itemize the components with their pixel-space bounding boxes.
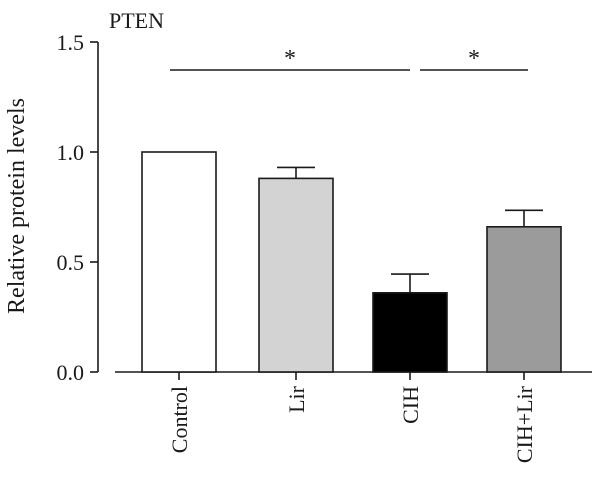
x-tick-label: CIH — [398, 386, 423, 424]
axes-group: 0.0 0.5 1.0 1.5 Control Lir CIH CIH+Lir — [57, 30, 592, 463]
significance-star: * — [284, 46, 296, 72]
significance-group: * * — [170, 46, 528, 72]
bar-control — [141, 151, 217, 373]
bar-lir — [258, 177, 334, 373]
y-tick-label: 0.0 — [57, 360, 85, 385]
x-tick-label: Lir — [284, 385, 309, 413]
bar-cih — [372, 291, 448, 373]
significance-star: * — [468, 46, 480, 72]
bars-group — [141, 151, 562, 373]
bar-cih-lir — [486, 226, 562, 373]
y-axis-label: Relative protein levels — [4, 98, 30, 314]
y-tick-label: 1.0 — [57, 140, 85, 165]
chart-title: PTEN — [109, 8, 164, 33]
x-tick-label: CIH+Lir — [512, 385, 537, 463]
y-tick-label: 1.5 — [57, 30, 85, 55]
y-tick-label: 0.5 — [57, 250, 85, 275]
x-tick-label: Control — [167, 386, 192, 453]
